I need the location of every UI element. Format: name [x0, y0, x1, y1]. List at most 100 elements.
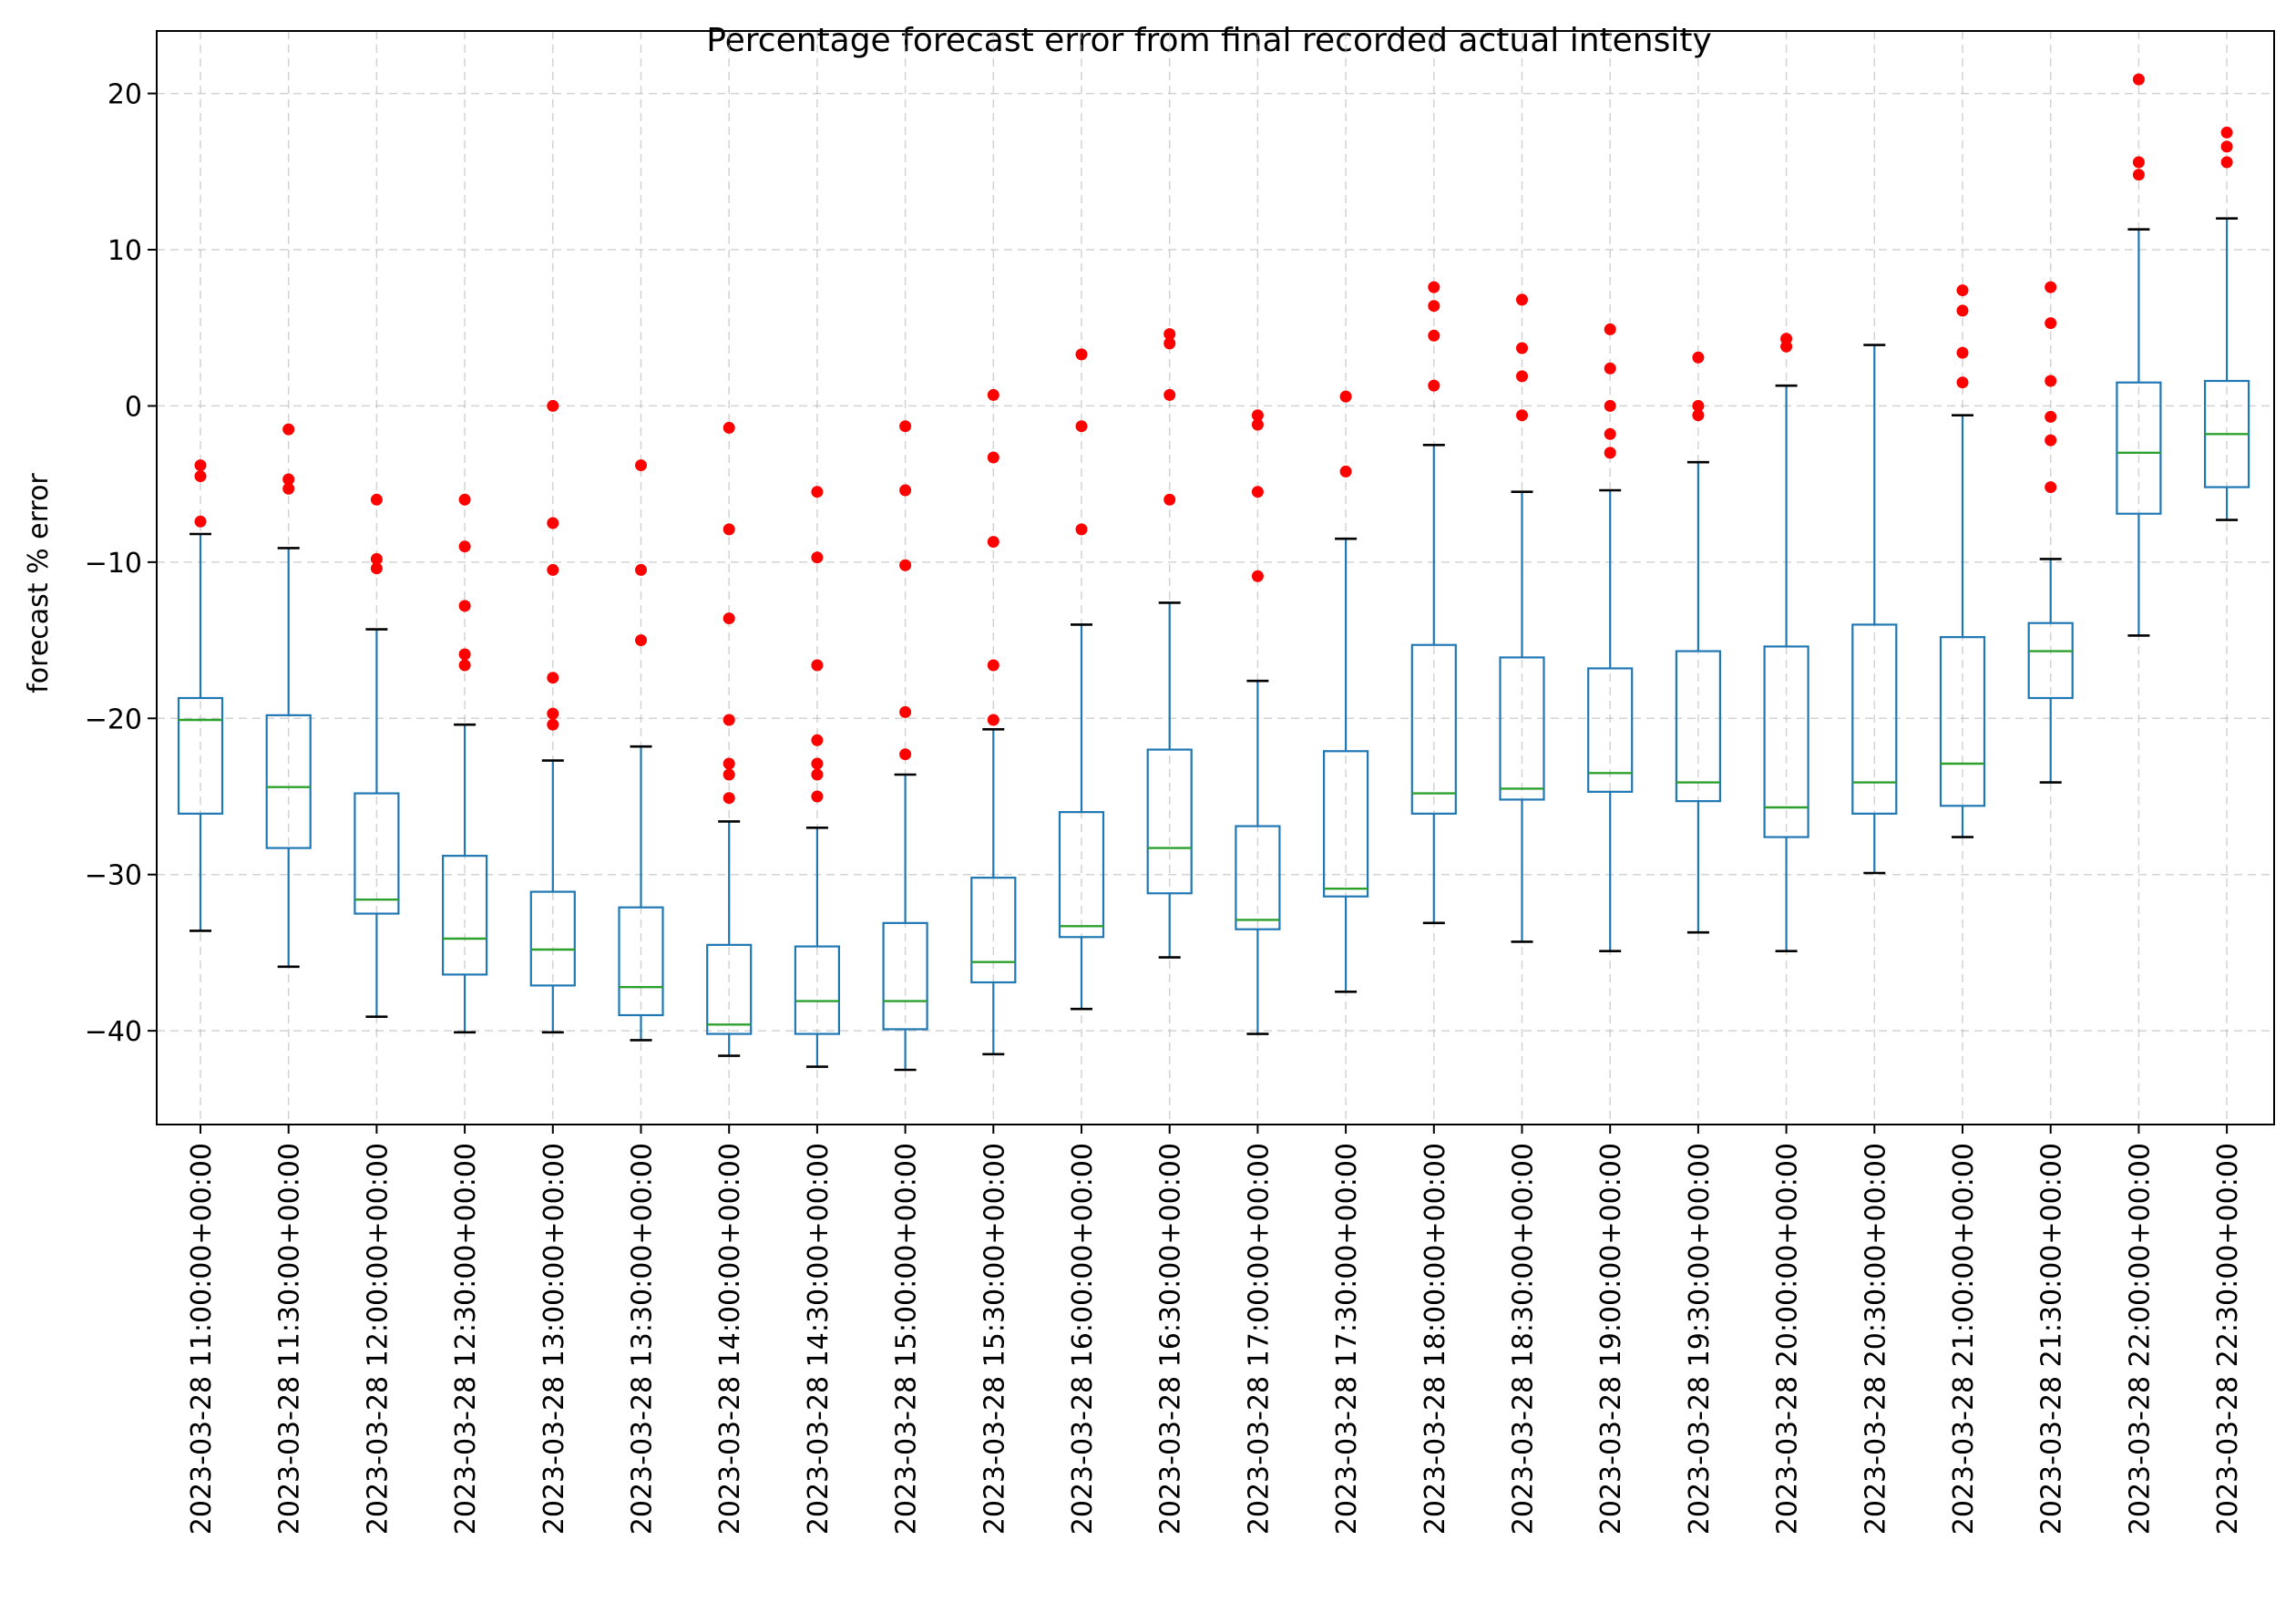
box-20: [1939, 284, 1986, 838]
outlier-point: [899, 748, 912, 761]
outlier-point: [1251, 570, 1264, 582]
x-tick-label: 2023-03-28 12:00:00+00:00: [362, 1143, 394, 1535]
outlier-point: [458, 493, 471, 506]
box-iqr: [177, 696, 224, 815]
outlier-point: [2220, 126, 2233, 139]
y-tick-label: −30: [85, 860, 142, 892]
box-iqr: [1058, 811, 1105, 939]
outlier-point: [194, 470, 207, 483]
outlier-point: [282, 423, 295, 436]
outlier-point: [1163, 493, 1176, 506]
outlier-point: [1428, 300, 1440, 313]
outlier-point: [635, 459, 647, 472]
x-tick-label: 2023-03-28 15:00:00+00:00: [891, 1143, 923, 1535]
outlier-point: [2220, 156, 2233, 169]
outlier-point: [458, 600, 471, 612]
outlier-point: [282, 482, 295, 495]
outlier-point: [458, 648, 471, 661]
box-iqr: [618, 906, 664, 1017]
outlier-point: [987, 659, 999, 672]
x-tick-label: 2023-03-28 13:30:00+00:00: [627, 1143, 659, 1535]
outlier-point: [811, 486, 824, 498]
box-8: [882, 420, 928, 1072]
outlier-point: [635, 563, 647, 576]
box-iqr: [1851, 623, 1898, 815]
outlier-point: [458, 540, 471, 553]
outlier-point: [2132, 169, 2145, 181]
box-iqr: [442, 855, 488, 976]
box-13: [1322, 390, 1369, 993]
box-3: [442, 493, 488, 1034]
x-tick-label: 2023-03-28 17:00:00+00:00: [1243, 1143, 1275, 1535]
y-tick-label: −20: [85, 704, 142, 735]
box-7: [794, 486, 841, 1068]
outlier-point: [899, 559, 912, 571]
box-5: [618, 459, 664, 1042]
box-iqr: [1410, 643, 1457, 815]
outlier-point: [1251, 486, 1264, 498]
box-1: [265, 423, 312, 969]
outlier-point: [370, 562, 383, 575]
box-iqr: [1499, 656, 1545, 801]
box-22: [2116, 73, 2162, 637]
outlier-point: [2220, 140, 2233, 153]
box-iqr: [1587, 667, 1634, 793]
axes: −40 −30 −20 −10 0 10 20 2023-03-28 11:00:00+00:…: [85, 79, 2244, 1536]
outlier-point: [723, 612, 735, 625]
outlier-point: [1516, 370, 1528, 383]
x-tick-label: 2023-03-28 22:30:00+00:00: [2212, 1143, 2244, 1535]
outlier-point: [899, 484, 912, 497]
box-iqr: [1146, 748, 1193, 895]
x-tick-label: 2023-03-28 11:30:00+00:00: [274, 1143, 306, 1535]
box-6: [706, 421, 753, 1057]
box-2: [354, 493, 400, 1019]
outlier-point: [2045, 375, 2057, 387]
y-tick-label: 0: [125, 391, 142, 423]
outlier-point: [1780, 340, 1793, 353]
outlier-point: [723, 523, 735, 536]
outlier-point: [1428, 281, 1440, 293]
boxes: [177, 73, 2250, 1072]
outlier-point: [2045, 317, 2057, 330]
outlier-point: [1251, 418, 1264, 431]
outlier-point: [194, 515, 207, 528]
outlier-point: [811, 757, 824, 770]
outlier-point: [1956, 304, 1969, 317]
box-14: [1410, 281, 1457, 925]
outlier-point: [1692, 409, 1705, 422]
outlier-point: [811, 734, 824, 746]
outlier-point: [1956, 346, 1969, 359]
box-18: [1763, 333, 1809, 953]
outlier-point: [547, 399, 559, 412]
outlier-point: [723, 792, 735, 805]
outlier-point: [1516, 342, 1528, 354]
y-tick-label: 10: [108, 235, 142, 267]
box-16: [1587, 323, 1634, 953]
x-tick-label: 2023-03-28 14:30:00+00:00: [803, 1143, 835, 1535]
outlier-point: [1516, 409, 1528, 422]
outlier-point: [723, 757, 735, 770]
box-12: [1235, 409, 1281, 1035]
outlier-point: [1692, 351, 1705, 364]
outlier-point: [1604, 427, 1616, 440]
outlier-point: [723, 421, 735, 434]
outlier-point: [547, 718, 559, 731]
box-iqr: [1939, 636, 1986, 807]
x-tick-label: 2023-03-28 18:00:00+00:00: [1420, 1143, 1451, 1535]
outlier-point: [2132, 73, 2145, 86]
outlier-point: [2045, 281, 2057, 293]
outlier-point: [1516, 293, 1528, 306]
outlier-point: [547, 707, 559, 720]
box-iqr: [794, 945, 841, 1035]
outlier-point: [2045, 434, 2057, 447]
outlier-point: [1163, 328, 1176, 341]
outlier-point: [899, 705, 912, 718]
box-23: [2204, 126, 2250, 521]
outlier-point: [635, 634, 647, 647]
x-tick-label: 2023-03-28 13:00:00+00:00: [538, 1143, 570, 1535]
x-tick-label: 2023-03-28 12:30:00+00:00: [450, 1143, 482, 1535]
outlier-point: [1339, 390, 1352, 403]
outlier-point: [1956, 376, 1969, 389]
outlier-point: [1604, 362, 1616, 375]
grid: [157, 31, 2274, 1125]
